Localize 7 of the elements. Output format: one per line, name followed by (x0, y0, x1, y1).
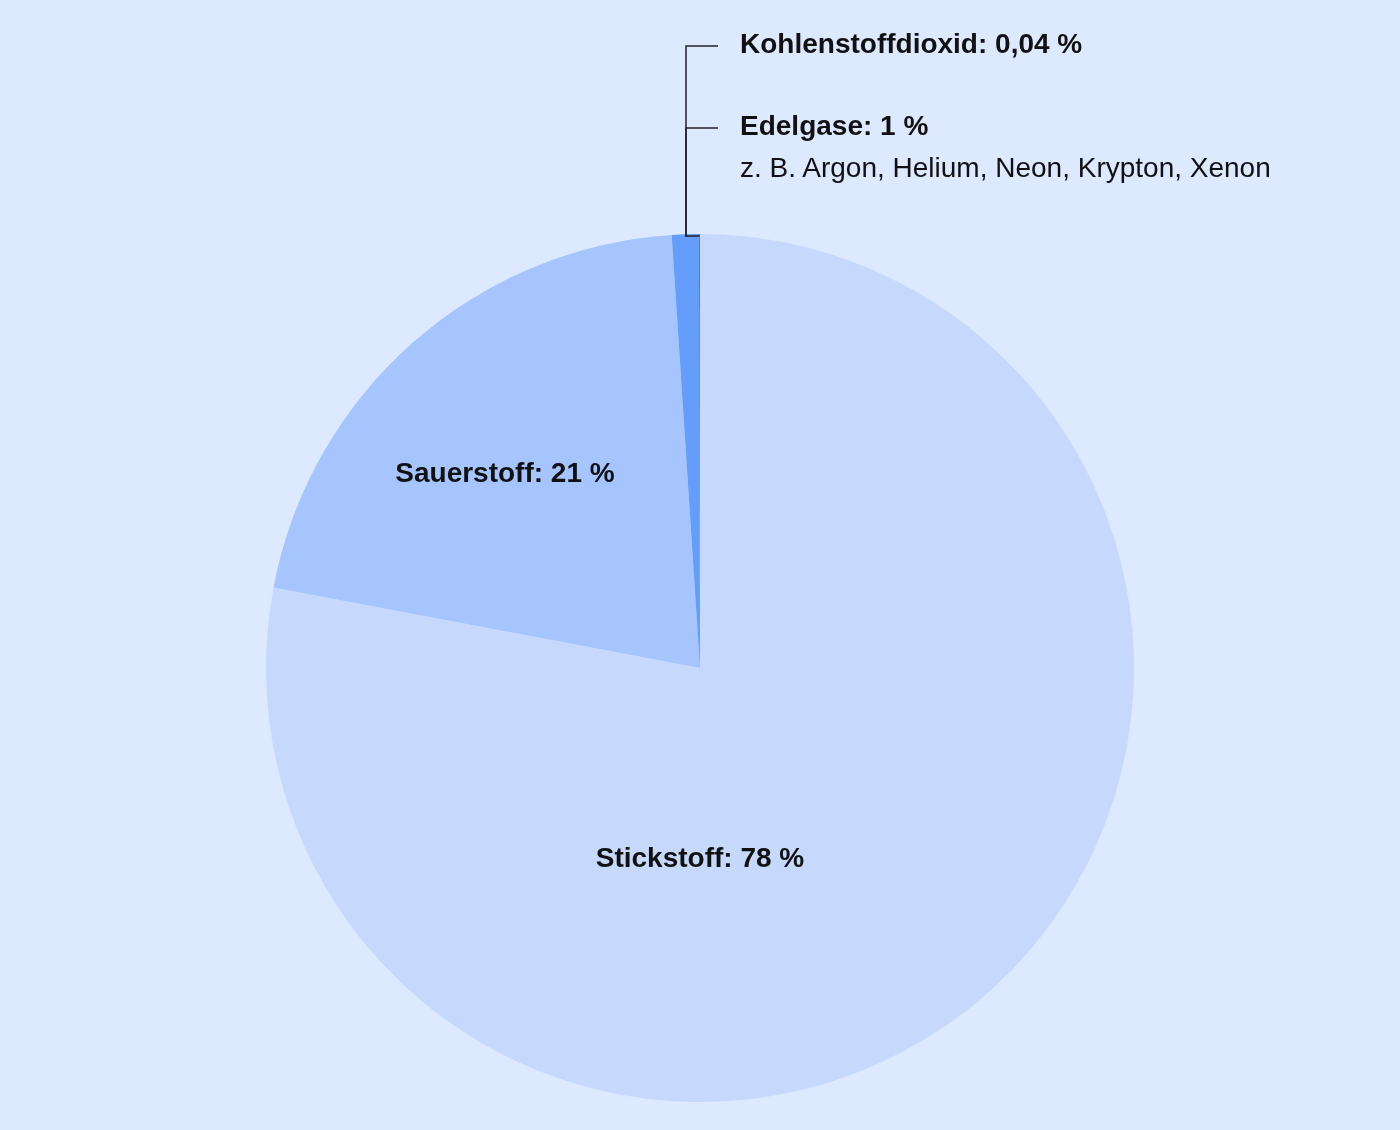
pie-slice (273, 234, 700, 668)
slice-label: Edelgase: 1 % (740, 110, 929, 142)
slice-label: Kohlenstoffdioxid: 0,04 % (740, 28, 1083, 60)
slice-label: Sauerstoff: 21 % (395, 457, 615, 489)
pie-slice (266, 234, 1134, 1102)
text: z. B. Argon, Helium, Neon, Krypton, Xenon (740, 152, 1271, 184)
slice-label: Stickstoff: 78 % (595, 842, 805, 874)
